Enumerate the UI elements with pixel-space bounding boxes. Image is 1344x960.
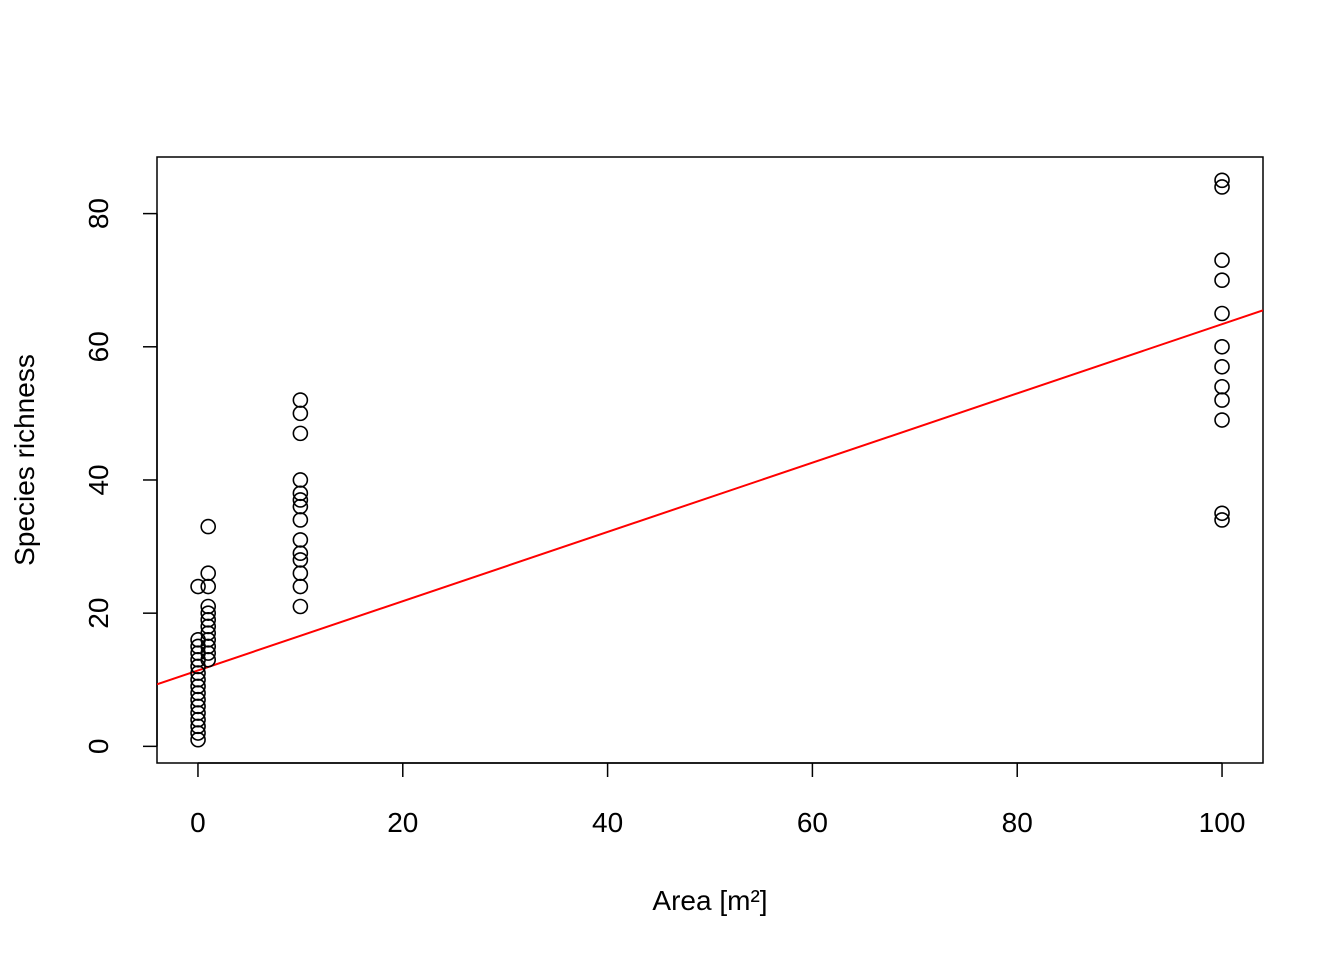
data-point <box>1214 378 1230 395</box>
data-point <box>200 565 217 582</box>
data-point <box>1214 512 1230 528</box>
data-point <box>292 492 309 508</box>
y-axis: 0 20 40 60 80 <box>83 198 158 755</box>
data-point <box>292 598 309 615</box>
y-axis-label: Species richness <box>9 354 40 566</box>
x-tick-label: 40 <box>592 807 623 838</box>
data-point <box>200 578 217 595</box>
x-tick-label: 100 <box>1199 807 1246 838</box>
data-point <box>292 392 309 408</box>
data-point <box>292 512 309 528</box>
data-point <box>200 518 217 535</box>
data-point <box>292 472 309 488</box>
y-tick-label: 80 <box>83 198 114 229</box>
data-point <box>1214 412 1230 428</box>
plot-area <box>157 172 1263 748</box>
data-point <box>190 578 206 595</box>
data-points <box>190 172 1230 748</box>
data-point <box>1214 179 1230 195</box>
plot-frame <box>156 156 1264 764</box>
data-point <box>1214 392 1230 408</box>
regression-lines <box>157 309 1263 686</box>
data-point <box>1214 172 1230 189</box>
y-tick-label: 0 <box>83 739 114 755</box>
data-point <box>292 532 309 548</box>
x-tick-label: 60 <box>797 807 828 838</box>
data-point <box>292 552 309 568</box>
x-tick-label: 0 <box>190 807 206 838</box>
x-axis: 0 20 40 60 80 100 <box>190 762 1246 838</box>
data-point <box>200 598 217 615</box>
data-point <box>292 405 309 422</box>
y-tick-label: 60 <box>83 331 114 362</box>
data-point <box>1214 505 1230 522</box>
data-point <box>1214 252 1230 269</box>
data-point <box>292 578 309 595</box>
data-point <box>1214 358 1230 375</box>
x-tick-label: 80 <box>1002 807 1033 838</box>
x-tick-label: 20 <box>387 807 418 838</box>
data-point <box>1214 338 1230 355</box>
data-point <box>200 605 217 621</box>
y-tick-label: 40 <box>83 464 114 495</box>
y-tick-label: 20 <box>83 598 114 629</box>
regression-line <box>157 309 1263 686</box>
data-point <box>1214 305 1230 322</box>
x-axis-label: Area [m²] <box>652 885 767 916</box>
data-point <box>292 565 309 582</box>
data-point <box>1214 272 1230 288</box>
data-point <box>292 425 309 442</box>
